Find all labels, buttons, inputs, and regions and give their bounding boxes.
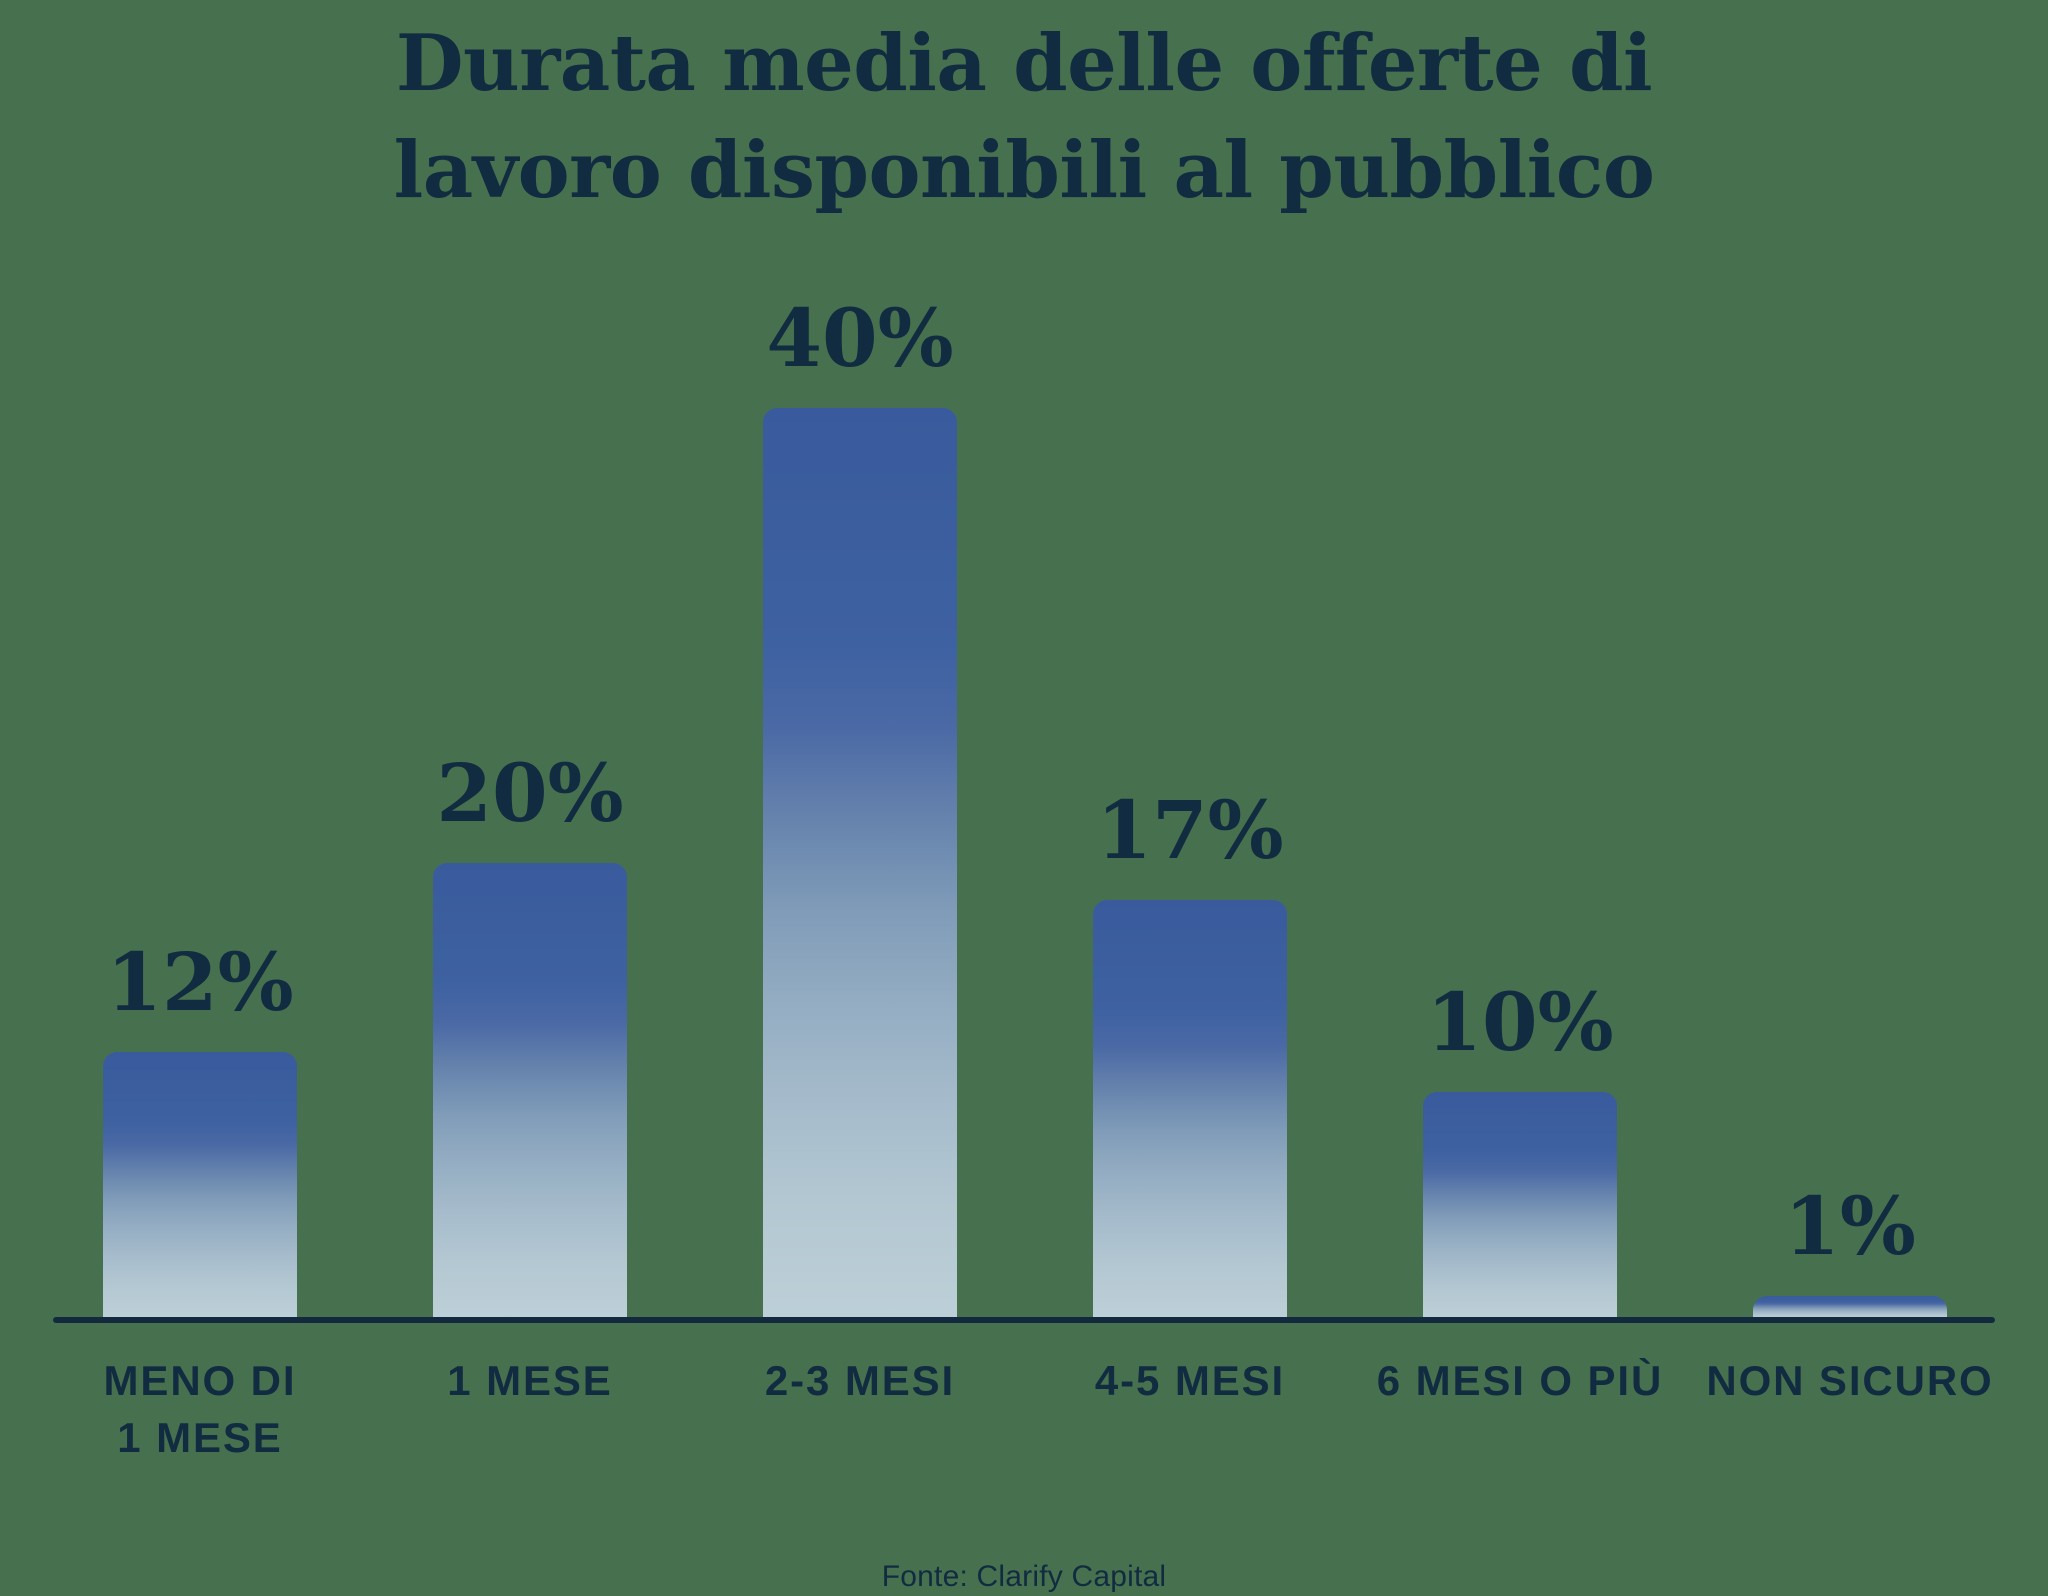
- value-label-1-mese: 20%: [436, 746, 624, 840]
- category-label-4-5-mesi: 4-5 MESI: [1094, 1357, 1286, 1404]
- category-label-non-sicuro: NON SICURO: [1706, 1357, 1994, 1404]
- x-axis-line: [53, 1317, 1995, 1323]
- source-attribution: Fonte: Clarify Capital: [881, 1560, 1167, 1593]
- value-label-2-3-mesi: 40%: [766, 291, 954, 385]
- value-label-meno-di-1-mese: 12%: [106, 935, 294, 1029]
- chart-title-line-2: lavoro disponibili al pubblico: [393, 125, 1655, 216]
- bar-6-mesi-o-piu: [1423, 1092, 1617, 1318]
- bar-meno-di-1-mese: [103, 1052, 297, 1318]
- value-label-non-sicuro: 1%: [1784, 1179, 1916, 1273]
- value-label-6-mesi-o-piu: 10%: [1426, 975, 1614, 1069]
- bar-4-5-mesi: [1093, 900, 1287, 1318]
- value-label-4-5-mesi: 17%: [1096, 783, 1284, 877]
- chart-title-line-1: Durata media delle offerte di: [395, 18, 1653, 109]
- chart-title: Durata media delle offerte di lavoro dis…: [0, 10, 2048, 224]
- category-label-1-mese: 1 MESE: [447, 1357, 613, 1404]
- bar-2-3-mesi: [763, 408, 957, 1318]
- category-label-6-mesi-o-piu: 6 MESI O PIÙ: [1376, 1357, 1664, 1404]
- category-label-meno-di-1-mese: MENO DI 1 MESE: [103, 1357, 297, 1461]
- bar-non-sicuro: [1753, 1296, 1947, 1318]
- bar-1-mese: [433, 863, 627, 1318]
- category-label-2-3-mesi: 2-3 MESI: [764, 1357, 956, 1404]
